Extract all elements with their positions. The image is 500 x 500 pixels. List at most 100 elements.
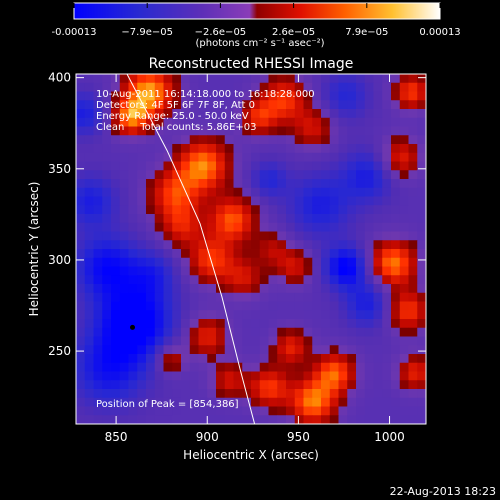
heatmap-cell bbox=[172, 109, 182, 119]
heatmap-cell bbox=[84, 327, 94, 337]
heatmap-cell bbox=[347, 231, 357, 241]
heatmap-cell bbox=[76, 345, 86, 355]
heatmap-cell bbox=[137, 266, 147, 276]
heatmap-cell bbox=[364, 397, 374, 407]
heatmap-cell bbox=[172, 152, 182, 162]
heatmap-cell bbox=[242, 231, 252, 241]
heatmap-cell bbox=[84, 415, 94, 424]
heatmap-cell bbox=[251, 275, 261, 285]
heatmap-cell bbox=[76, 354, 86, 364]
heatmap-cell bbox=[408, 135, 418, 145]
heatmap-cell bbox=[233, 205, 243, 215]
heatmap-cell bbox=[181, 117, 191, 127]
heatmap-cell bbox=[224, 152, 234, 162]
heatmap-cell bbox=[137, 310, 147, 320]
heatmap-cell bbox=[338, 380, 348, 390]
heatmap-cell bbox=[189, 397, 199, 407]
heatmap-cell bbox=[111, 327, 121, 337]
heatmap-cell bbox=[268, 397, 278, 407]
heatmap-cell bbox=[216, 126, 226, 136]
heatmap-cell bbox=[207, 126, 217, 136]
heatmap-cell bbox=[347, 135, 357, 145]
heatmap-cell bbox=[408, 380, 418, 390]
heatmap-cell bbox=[251, 406, 261, 416]
heatmap-cell bbox=[189, 284, 199, 294]
heatmap-cell bbox=[146, 214, 156, 224]
heatmap-cell bbox=[268, 196, 278, 206]
heatmap-cell bbox=[146, 126, 156, 136]
heatmap-cell bbox=[321, 257, 331, 267]
heatmap-cell bbox=[146, 179, 156, 189]
heatmap-cell bbox=[251, 336, 261, 346]
heatmap-cell bbox=[163, 82, 173, 92]
heatmap-cell bbox=[294, 231, 304, 241]
heatmap-cell bbox=[373, 371, 383, 381]
heatmap-cell bbox=[312, 214, 322, 224]
heatmap-cell bbox=[242, 415, 252, 424]
heatmap-cell bbox=[373, 354, 383, 364]
heatmap-cell bbox=[154, 135, 164, 145]
heatmap-cell bbox=[119, 91, 129, 101]
heatmap-cell bbox=[338, 161, 348, 171]
heatmap-cell bbox=[181, 152, 191, 162]
heatmap-cell bbox=[329, 100, 339, 110]
heatmap-cell bbox=[93, 371, 103, 381]
heatmap-cell bbox=[128, 117, 138, 127]
heatmap-cell bbox=[216, 82, 226, 92]
heatmap-cell bbox=[102, 100, 112, 110]
heatmap-cell bbox=[198, 170, 208, 180]
heatmap-cell bbox=[84, 82, 94, 92]
heatmap-cell bbox=[399, 126, 409, 136]
heatmap-cell bbox=[321, 354, 331, 364]
heatmap-cell bbox=[84, 336, 94, 346]
heatmap-cell bbox=[251, 231, 261, 241]
heatmap-cell bbox=[329, 354, 339, 364]
heatmap-cell bbox=[329, 179, 339, 189]
heatmap-cell bbox=[303, 74, 313, 84]
heatmap-cell bbox=[356, 415, 366, 424]
heatmap-cell bbox=[84, 397, 94, 407]
heatmap-cell bbox=[417, 319, 426, 329]
heatmap-cell bbox=[338, 284, 348, 294]
heatmap-cell bbox=[417, 371, 426, 381]
heatmap-cell bbox=[286, 319, 296, 329]
heatmap-cell bbox=[128, 310, 138, 320]
heatmap-cell bbox=[216, 327, 226, 337]
heatmap-cell bbox=[259, 144, 269, 154]
heatmap-cell bbox=[268, 362, 278, 372]
heatmap-cell bbox=[154, 371, 164, 381]
heatmap-cell bbox=[189, 362, 199, 372]
heatmap-cell bbox=[408, 275, 418, 285]
heatmap-cell bbox=[119, 406, 129, 416]
heatmap-cell bbox=[408, 406, 418, 416]
heatmap-cell bbox=[364, 170, 374, 180]
heatmap-cell bbox=[154, 354, 164, 364]
heatmap-cell bbox=[373, 179, 383, 189]
heatmap-cell bbox=[172, 179, 182, 189]
heatmap-cell bbox=[172, 214, 182, 224]
heatmap-cell bbox=[286, 187, 296, 197]
heatmap-cell bbox=[356, 74, 366, 84]
heatmap-cell bbox=[251, 161, 261, 171]
heatmap-cell bbox=[329, 257, 339, 267]
heatmap-cell bbox=[216, 371, 226, 381]
heatmap-cell bbox=[102, 310, 112, 320]
heatmap-cell bbox=[391, 161, 401, 171]
heatmap-cell bbox=[408, 187, 418, 197]
heatmap-cell bbox=[303, 380, 313, 390]
heatmap-cell bbox=[154, 292, 164, 302]
heatmap-cell bbox=[128, 284, 138, 294]
heatmap-cell bbox=[224, 354, 234, 364]
heatmap-cell bbox=[76, 179, 86, 189]
heatmap-cell bbox=[172, 135, 182, 145]
heatmap-cell bbox=[408, 327, 418, 337]
heatmap-cell bbox=[111, 284, 121, 294]
heatmap-cell bbox=[181, 249, 191, 259]
heatmap-cell bbox=[321, 117, 331, 127]
heatmap-cell bbox=[216, 240, 226, 250]
heatmap-cell bbox=[303, 415, 313, 424]
heatmap-cell bbox=[102, 117, 112, 127]
heatmap-cell bbox=[224, 91, 234, 101]
heatmap-cell bbox=[207, 205, 217, 215]
heatmap-cell bbox=[93, 406, 103, 416]
